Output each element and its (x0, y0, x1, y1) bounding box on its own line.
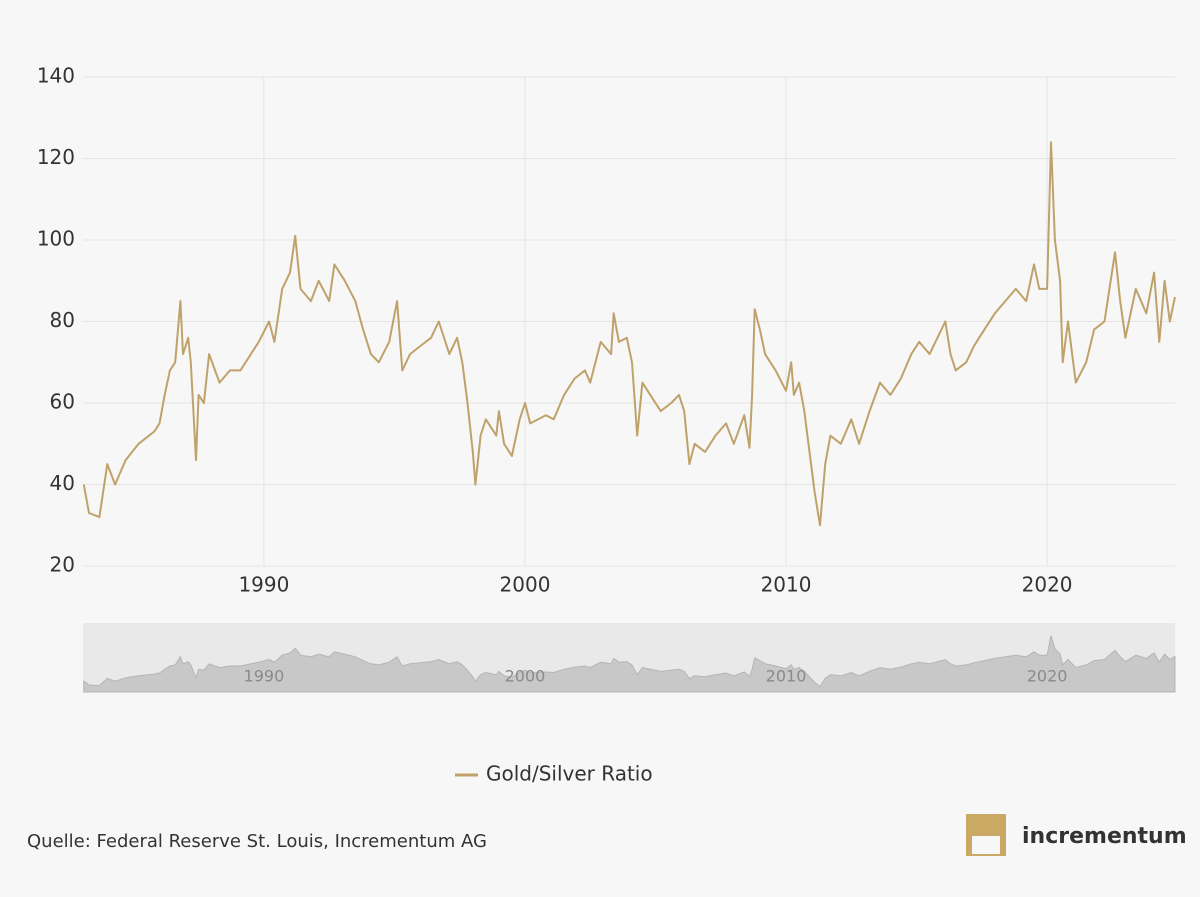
navigator-area (83, 635, 1176, 693)
x-tick-label: 1990 (238, 573, 289, 597)
source-note: Quelle: Federal Reserve St. Louis, Incre… (27, 831, 487, 852)
x-tick-label: 2020 (1022, 573, 1073, 597)
y-tick-label: 60 (50, 390, 75, 414)
logo: incrementum (966, 814, 1187, 856)
legend-label: Gold/Silver Ratio (486, 762, 653, 786)
navigator-label: 2000 (505, 667, 546, 686)
logo-text: incrementum (1022, 824, 1187, 849)
y-tick-label: 100 (37, 227, 75, 251)
y-tick-label: 40 (50, 471, 75, 495)
navigator-label: 2010 (766, 667, 807, 686)
x-tick-label: 2000 (500, 573, 551, 597)
y-tick-label: 120 (37, 145, 75, 169)
x-tick-label: 2010 (761, 573, 812, 597)
navigator-label: 1990 (244, 667, 285, 686)
y-tick-label: 140 (37, 64, 75, 88)
y-tick-label: 20 (50, 553, 75, 577)
navigator-label: 2020 (1027, 667, 1068, 686)
y-tick-label: 80 (50, 308, 75, 332)
logo-icon-door (972, 836, 1000, 854)
line-series (82, 141, 1176, 527)
